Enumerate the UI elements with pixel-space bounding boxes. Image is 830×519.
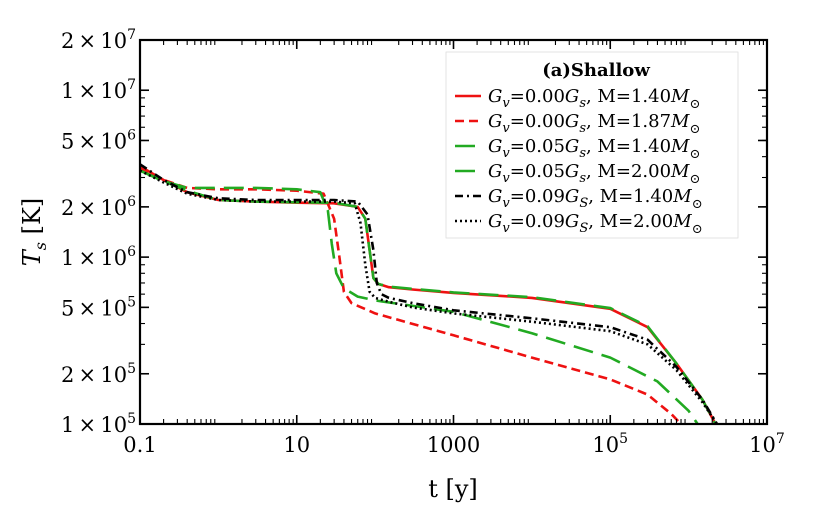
x-tick-label: 1000 [427, 433, 480, 457]
y-tick-label: 1 × 106 [61, 244, 136, 270]
x-tick-label: 105 [592, 431, 628, 457]
x-tick-label: 107 [749, 431, 785, 457]
series-line-4 [140, 169, 699, 424]
x-tick-label: 0.1 [123, 433, 156, 457]
legend-label-2: Gv=0.00Gs, M=1.87M⊙ [488, 111, 700, 137]
y-tick-label: 2 × 105 [61, 361, 136, 387]
y-tick-label: 2 × 107 [61, 27, 136, 53]
series-line-6 [140, 169, 719, 424]
legend-label-3: Gv=0.05Gs, M=1.40M⊙ [488, 136, 700, 162]
y-tick-label: 5 × 106 [61, 127, 136, 153]
x-tick-label: 10 [283, 433, 310, 457]
series-layer [140, 163, 719, 424]
y-tick-label: 5 × 105 [61, 294, 136, 320]
y-tick-label: 2 × 106 [61, 194, 136, 220]
y-tick-label: 1 × 105 [61, 411, 136, 437]
legend-label-1: Gv=0.00Gs, M=1.40M⊙ [488, 86, 700, 112]
legend-label-5: Gv=0.09GS, M=1.40M⊙ [488, 186, 703, 212]
y-axis-label: Ts [K] [18, 198, 50, 267]
y-tick-label: 1 × 107 [61, 77, 136, 103]
legend-label-6: Gv=0.09GS, M=2.00M⊙ [488, 211, 703, 237]
legend-title: (a)Shallow [542, 60, 650, 81]
x-axis-label: t [y] [428, 475, 478, 503]
legend-label-4: Gv=0.05Gs, M=2.00M⊙ [488, 161, 700, 187]
series-line-5 [140, 163, 719, 424]
legend-box [445, 51, 739, 239]
plot-frame [138, 38, 769, 426]
legend: (a)Shallow Gv=0.00Gs, M=1.40M⊙Gv=0.00Gs, … [445, 51, 739, 239]
